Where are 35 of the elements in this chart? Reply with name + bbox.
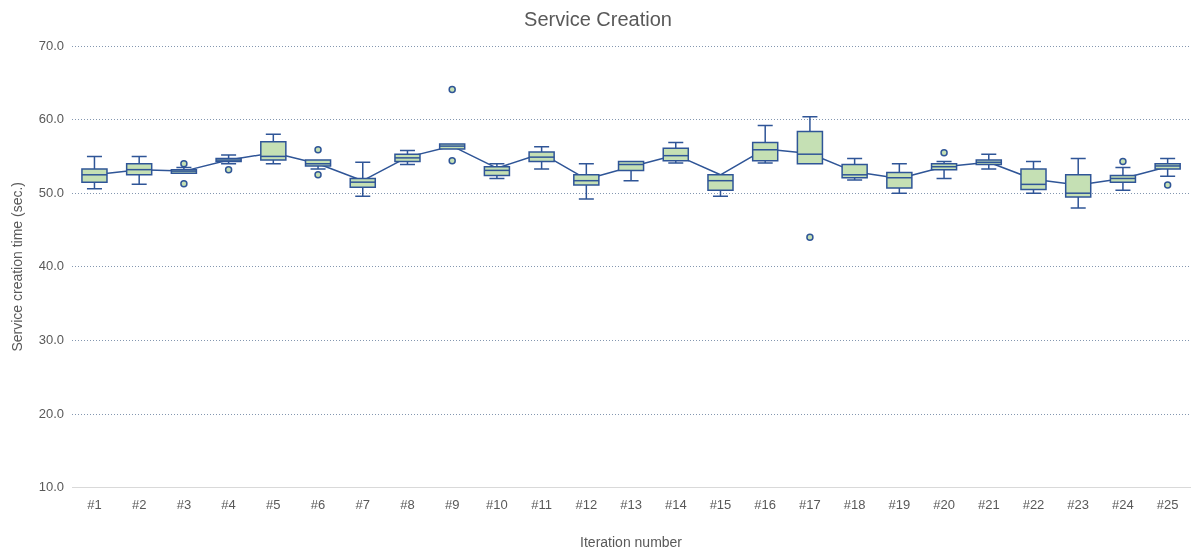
x-axis-title: Iteration number bbox=[580, 534, 683, 551]
y-tick-label: 60.0 bbox=[38, 111, 65, 127]
x-tick-label: #5 bbox=[266, 496, 281, 512]
x-tick-label: #4 bbox=[221, 496, 236, 512]
x-tick-label: #25 bbox=[1156, 496, 1179, 512]
x-tick-label: #23 bbox=[1067, 496, 1090, 512]
y-tick-label: 70.0 bbox=[38, 37, 65, 53]
x-tick-label: #7 bbox=[355, 496, 370, 512]
y-tick-label: 20.0 bbox=[38, 405, 65, 421]
chart-title: Service Creation bbox=[524, 7, 672, 30]
x-tick-label: #10 bbox=[486, 496, 508, 512]
x-tick-label: #15 bbox=[709, 496, 732, 512]
x-tick-label: #2 bbox=[131, 496, 147, 512]
x-tick-label: #13 bbox=[620, 496, 642, 512]
x-tick-label: #11 bbox=[531, 496, 552, 512]
x-tick-label: #17 bbox=[799, 496, 821, 512]
x-tick-label: #14 bbox=[664, 496, 687, 512]
x-tick-label: #3 bbox=[176, 496, 192, 512]
x-tick-label: #24 bbox=[1112, 496, 1134, 512]
x-tick-label: #21 bbox=[977, 496, 1000, 512]
x-tick-label: #16 bbox=[754, 496, 777, 512]
x-tick-label: #8 bbox=[400, 496, 415, 512]
x-tick-label: #19 bbox=[888, 496, 911, 512]
x-tick-label: #12 bbox=[575, 496, 598, 512]
x-tick-label: #20 bbox=[933, 496, 955, 512]
x-tick-label: #1 bbox=[87, 496, 102, 512]
y-tick-label: 10.0 bbox=[38, 479, 65, 495]
y-axis-title: Service creation time (sec.) bbox=[9, 182, 26, 352]
x-tick-label: #6 bbox=[310, 496, 326, 512]
y-tick-label: 40.0 bbox=[38, 258, 65, 274]
x-tick-label: #22 bbox=[1022, 496, 1045, 512]
y-tick-label: 30.0 bbox=[38, 331, 65, 347]
x-tick-label: #18 bbox=[843, 496, 866, 512]
y-tick-label: 50.0 bbox=[38, 184, 65, 200]
x-tick-label: #9 bbox=[444, 496, 460, 512]
